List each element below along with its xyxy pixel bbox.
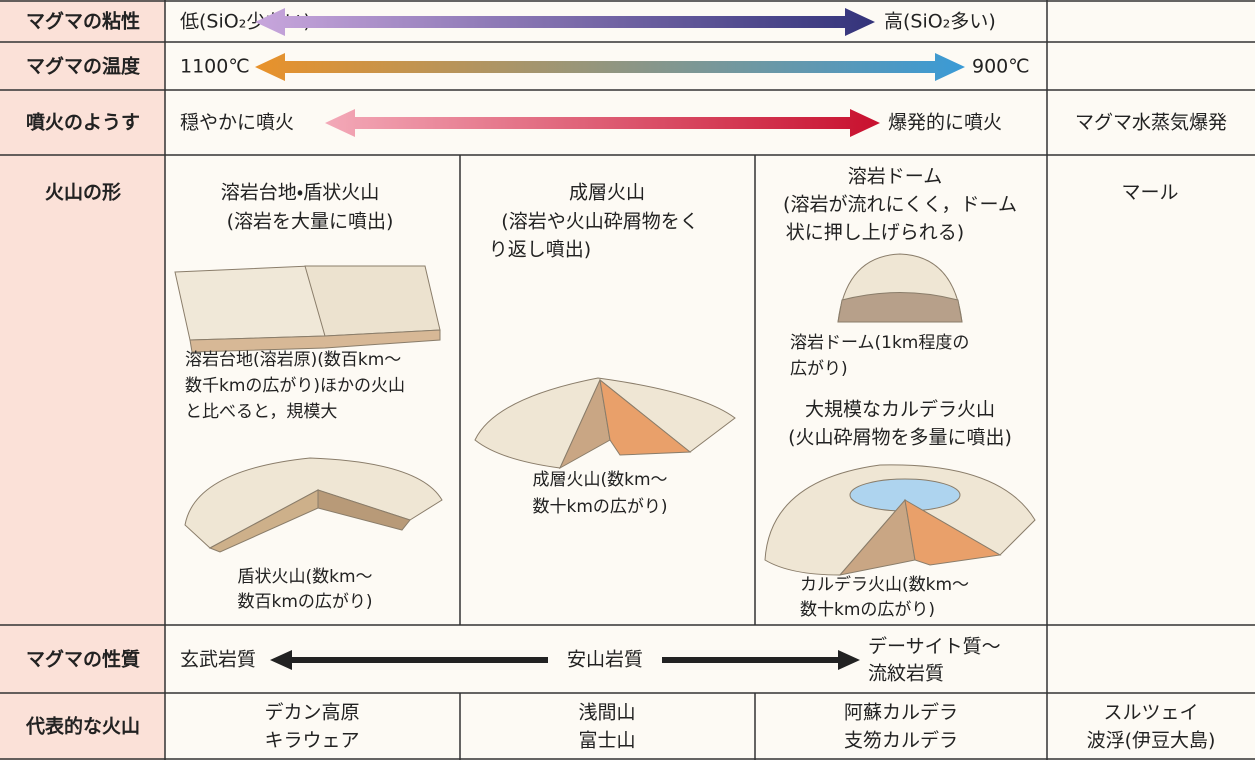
row-label: 代表的な火山	[25, 715, 140, 738]
arrow	[325, 109, 880, 137]
volcano-name: スルツェイ	[1103, 702, 1198, 724]
caption: 成層火山(数km～	[532, 470, 667, 490]
volcano-name: 阿蘇カルデラ	[844, 702, 958, 724]
dacite-label: デーサイト質～	[868, 636, 1001, 658]
volcano-name: 富士山	[578, 730, 635, 752]
arrow	[662, 650, 860, 670]
andesite-label: 安山岩質	[567, 649, 643, 671]
temp-low: 900℃	[972, 56, 1030, 78]
dome-illustration	[837, 253, 963, 323]
cell-title: 溶岩ドーム	[848, 166, 942, 188]
caption: と比べると，規模大	[185, 402, 337, 422]
high-label: 高(SiO₂多い)	[884, 11, 996, 33]
caption: カルデラ火山(数km～	[800, 574, 969, 595]
slab	[304, 265, 441, 337]
slab	[174, 265, 326, 341]
cell-title: 状に押し上げられる)	[786, 222, 964, 244]
temp-high: 1100℃	[180, 56, 250, 78]
caption: 溶岩ドーム(1km程度の	[790, 333, 969, 353]
strato-illustration	[474, 377, 736, 470]
gentle-label: 穏やかに噴火	[180, 112, 294, 134]
strato-cut	[599, 378, 692, 456]
basalt-label: 玄武岩質	[180, 649, 256, 671]
cell-title: り返し噴出)	[489, 239, 591, 261]
row-label: マグマの温度	[26, 55, 141, 78]
shield-top	[184, 457, 443, 549]
caldera-cut	[904, 499, 1002, 566]
volcano-name: 波浮(伊豆大島)	[1087, 730, 1216, 752]
phreatomagmatic-label: マグマ水蒸気爆発	[1075, 112, 1227, 134]
slab-side	[189, 329, 441, 353]
shield-cut	[317, 489, 411, 531]
row-label: マグマの粘性	[26, 10, 140, 33]
explosive-label: 爆発的に噴火	[888, 112, 1002, 134]
caption: 数十kmの広がり)	[532, 497, 667, 517]
shield-illustration	[184, 457, 443, 553]
caption: 溶岩台地(溶岩原)(数百km～	[185, 350, 401, 370]
row-label: 火山の形	[45, 182, 121, 204]
caption: 盾状火山(数km～	[237, 567, 372, 587]
caption: 数百kmの広がり)	[237, 592, 372, 612]
caption: 広がり)	[790, 359, 848, 379]
caldera-top	[764, 464, 1036, 576]
plateau-illustration	[174, 265, 441, 353]
volcano-name: デカン高原	[264, 702, 359, 724]
caption: 数十kmの広がり)	[800, 600, 935, 620]
volcano-name: 支笏カルデラ	[844, 730, 958, 752]
volcano-name: 浅間山	[578, 702, 635, 724]
cell-title: 成層火山	[569, 182, 645, 204]
arrow	[255, 53, 965, 81]
caption: 数千kmの広がり)ほかの火山	[185, 376, 405, 396]
row-label: マグマの性質	[26, 648, 140, 671]
row-label: 噴火のようす	[26, 112, 140, 134]
cell-subtitle: 大規模なカルデラ火山	[805, 399, 995, 421]
arrow	[270, 650, 548, 670]
cell-title: 溶岩台地・盾状火山	[221, 182, 379, 204]
caldera-illustration	[764, 464, 1036, 576]
cell-title: (溶岩や火山砕屑物をく	[501, 211, 698, 233]
cell-title: マール	[1121, 182, 1178, 204]
dome-cut	[837, 292, 963, 323]
cell-title: (溶岩が流れにくく，ドーム	[783, 194, 1017, 216]
label-column	[0, 0, 165, 760]
cell-title: (溶岩を大量に噴出)	[227, 211, 394, 233]
arrow	[255, 8, 875, 36]
volcano-name: キラウェア	[264, 730, 359, 752]
dacite-label: 流紋岩質	[868, 663, 944, 685]
cell-subtitle: (火山砕屑物を多量に噴出)	[788, 427, 1012, 449]
strato-top	[474, 377, 736, 469]
